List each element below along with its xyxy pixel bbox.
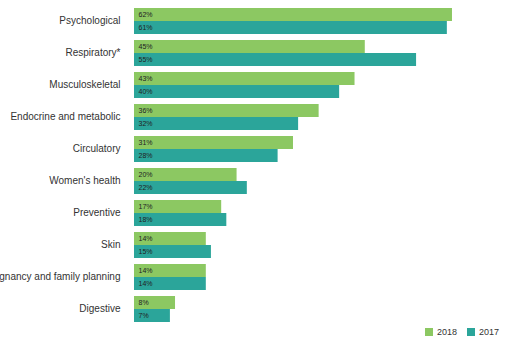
svg-text:14%: 14%: [139, 267, 153, 274]
svg-text:Respiratory*: Respiratory*: [65, 47, 120, 58]
svg-text:62%: 62%: [139, 11, 153, 18]
svg-text:22%: 22%: [139, 184, 153, 191]
svg-text:28%: 28%: [139, 152, 153, 159]
svg-text:36%: 36%: [139, 107, 153, 114]
html-text:2017: 2017: [479, 327, 499, 337]
svg-text:Digestive: Digestive: [79, 303, 121, 314]
svg-text:61%: 61%: [139, 24, 153, 31]
svg-text:18%: 18%: [139, 216, 153, 223]
svg-text:17%: 17%: [139, 203, 153, 210]
svg-text:Psychological: Psychological: [59, 15, 120, 26]
svg-text:40%: 40%: [139, 88, 153, 95]
svg-text:8%: 8%: [139, 299, 149, 306]
svg-text:14%: 14%: [139, 235, 153, 242]
svg-text:32%: 32%: [139, 120, 153, 127]
svg-text:Endocrine and metabolic: Endocrine and metabolic: [10, 111, 120, 122]
svg-text:Circulatory: Circulatory: [73, 143, 121, 154]
svg-text:43%: 43%: [139, 75, 153, 82]
svg-text:15%: 15%: [139, 248, 153, 255]
svg-text:14%: 14%: [139, 280, 153, 287]
svg-text:Women's health: Women's health: [49, 175, 120, 186]
svg-text:31%: 31%: [139, 139, 153, 146]
svg-text:55%: 55%: [139, 56, 153, 63]
svg-text:Pregnancy and family planning: Pregnancy and family planning: [0, 271, 121, 282]
svg-text:45%: 45%: [139, 43, 153, 50]
svg-text:20%: 20%: [139, 171, 153, 178]
svg-text:Preventive: Preventive: [73, 207, 121, 218]
svg-text:Musculoskeletal: Musculoskeletal: [49, 79, 120, 90]
svg-text:Skin: Skin: [101, 239, 120, 250]
svg-text:7%: 7%: [139, 312, 149, 319]
html-text:2018: 2018: [436, 327, 457, 337]
